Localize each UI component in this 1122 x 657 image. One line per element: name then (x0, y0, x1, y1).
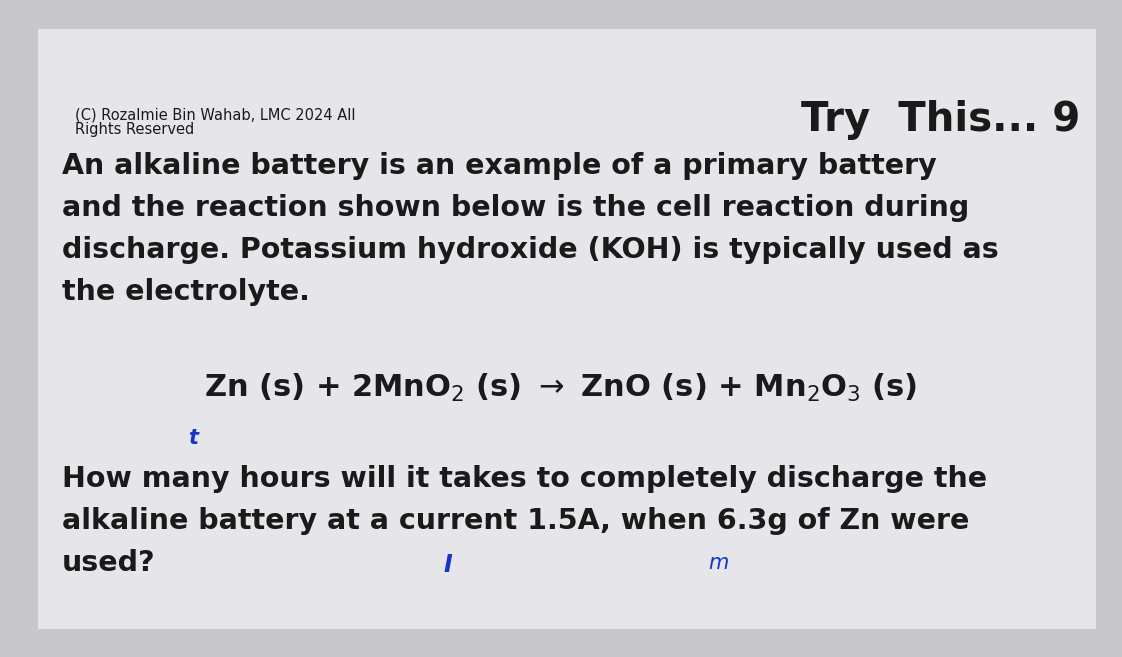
Text: (C) Rozalmie Bin Wahab, LMC 2024 All: (C) Rozalmie Bin Wahab, LMC 2024 All (75, 108, 356, 123)
Text: discharge. Potassium hydroxide (KOH) is typically used as: discharge. Potassium hydroxide (KOH) is … (62, 236, 999, 264)
FancyBboxPatch shape (38, 29, 1096, 629)
Text: alkaline battery at a current 1.5A, when 6.3g of Zn were: alkaline battery at a current 1.5A, when… (62, 507, 969, 535)
Text: Rights Reserved: Rights Reserved (75, 122, 194, 137)
Text: t: t (188, 428, 197, 448)
Text: Zn (s) + 2MnO$_2$ (s) $\rightarrow$ ZnO (s) + Mn$_2$O$_3$ (s): Zn (s) + 2MnO$_2$ (s) $\rightarrow$ ZnO … (204, 372, 918, 404)
Text: An alkaline battery is an example of a primary battery: An alkaline battery is an example of a p… (62, 152, 937, 180)
Text: I: I (443, 553, 452, 577)
Text: m: m (708, 553, 728, 573)
Text: the electrolyte.: the electrolyte. (62, 278, 310, 306)
Text: and the reaction shown below is the cell reaction during: and the reaction shown below is the cell… (62, 194, 969, 222)
Text: How many hours will it takes to completely discharge the: How many hours will it takes to complete… (62, 465, 987, 493)
Text: used?: used? (62, 549, 156, 577)
Text: Try  This... 9: Try This... 9 (801, 100, 1080, 140)
